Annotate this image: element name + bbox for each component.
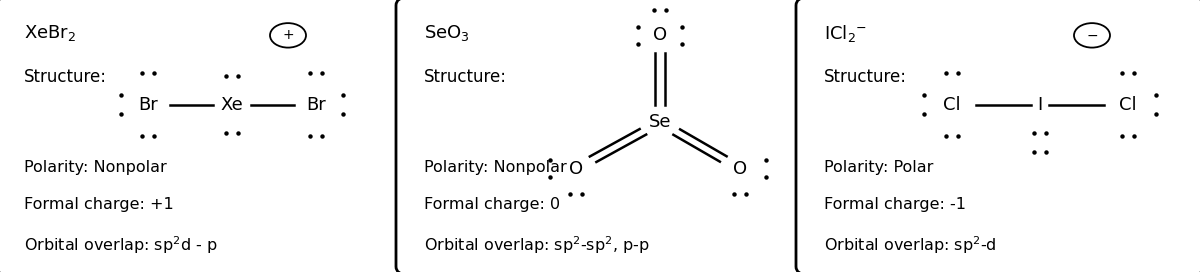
FancyBboxPatch shape	[796, 0, 1200, 272]
Text: Se: Se	[649, 113, 671, 131]
Text: Formal charge: -1: Formal charge: -1	[824, 197, 966, 212]
Text: Cl: Cl	[943, 96, 961, 114]
Text: Structure:: Structure:	[24, 68, 107, 86]
Text: Polarity: Polar: Polarity: Polar	[824, 160, 934, 175]
Text: Structure:: Structure:	[824, 68, 907, 86]
Text: Br: Br	[306, 96, 326, 114]
Text: −: −	[1086, 28, 1098, 42]
Text: I: I	[1037, 96, 1043, 114]
Text: Polarity: Nonpolar: Polarity: Nonpolar	[424, 160, 566, 175]
Text: Xe: Xe	[221, 96, 244, 114]
Text: Orbital overlap: sp$^2$-d: Orbital overlap: sp$^2$-d	[824, 234, 997, 256]
Text: Br: Br	[138, 96, 158, 114]
Text: Structure:: Structure:	[424, 68, 508, 86]
Text: Formal charge: +1: Formal charge: +1	[24, 197, 174, 212]
Text: Orbital overlap: sp$^2$-sp$^2$, p-p: Orbital overlap: sp$^2$-sp$^2$, p-p	[424, 234, 649, 256]
Text: XeBr$_2$: XeBr$_2$	[24, 23, 76, 43]
Text: O: O	[569, 160, 583, 178]
FancyBboxPatch shape	[396, 0, 804, 272]
Text: Orbital overlap: sp$^2$d - p: Orbital overlap: sp$^2$d - p	[24, 234, 217, 256]
Text: ICl$_2$$^{-}$: ICl$_2$$^{-}$	[824, 23, 866, 44]
FancyBboxPatch shape	[0, 0, 404, 272]
Text: +: +	[282, 28, 294, 42]
Text: Polarity: Nonpolar: Polarity: Nonpolar	[24, 160, 167, 175]
Text: O: O	[653, 26, 667, 44]
Text: Formal charge: 0: Formal charge: 0	[424, 197, 560, 212]
Text: Cl: Cl	[1120, 96, 1136, 114]
Text: SeO$_3$: SeO$_3$	[424, 23, 469, 43]
Text: O: O	[733, 160, 748, 178]
